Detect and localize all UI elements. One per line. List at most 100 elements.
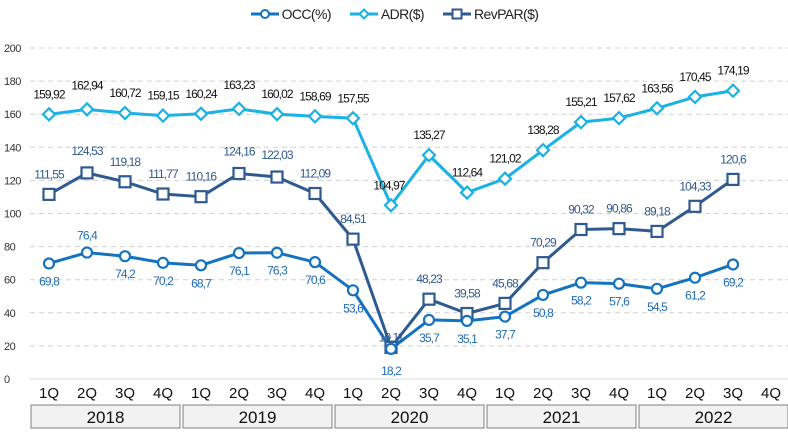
x-tick-label: 3Q bbox=[267, 385, 287, 402]
data-label-revpar: 39,58 bbox=[454, 286, 481, 300]
data-point-adr bbox=[383, 197, 399, 213]
data-label-revpar: 111,77 bbox=[148, 167, 179, 181]
data-label-occ: 69,8 bbox=[39, 274, 60, 288]
year-group-box bbox=[638, 404, 788, 429]
data-point-occ bbox=[308, 256, 322, 269]
y-tick-label: 100 bbox=[4, 209, 21, 221]
data-point-adr bbox=[459, 185, 475, 201]
data-label-revpar: 122,03 bbox=[261, 148, 294, 162]
data-point-adr bbox=[193, 106, 209, 122]
data-point-occ bbox=[42, 257, 56, 270]
data-label-revpar: 90,86 bbox=[606, 202, 633, 216]
legend-item-occ[interactable]: OCC(%) bbox=[250, 6, 332, 22]
legend-item-revpar[interactable]: RevPAR($) bbox=[442, 6, 539, 22]
data-label-revpar: 111,55 bbox=[34, 167, 65, 181]
data-label-adr: 159,92 bbox=[33, 87, 66, 101]
y-tick-label: 120 bbox=[4, 175, 21, 187]
legend-item-adr[interactable]: ADR($) bbox=[349, 6, 425, 22]
data-label-adr: 163,23 bbox=[223, 78, 256, 92]
data-point-adr bbox=[79, 101, 95, 117]
data-label-revpar: 120,6 bbox=[720, 152, 747, 166]
x-tick-label: 4Q bbox=[761, 385, 781, 402]
data-label-adr: 112,64 bbox=[452, 166, 484, 180]
data-point-occ bbox=[498, 310, 512, 323]
year-group-label: 2018 bbox=[87, 408, 125, 427]
y-tick-label: 0 bbox=[4, 374, 10, 386]
chart-legend: OCC(%) ADR($) RevPAR($) bbox=[0, 6, 788, 22]
data-label-adr: 159,15 bbox=[147, 89, 180, 103]
data-point-occ bbox=[650, 282, 664, 295]
data-point-occ bbox=[346, 284, 360, 297]
y-tick-label: 60 bbox=[4, 275, 16, 287]
x-tick-label: 2Q bbox=[229, 385, 249, 402]
data-point-adr bbox=[231, 101, 247, 117]
data-label-adr: 170,45 bbox=[679, 70, 712, 84]
data-point-revpar bbox=[80, 166, 94, 180]
data-point-occ bbox=[536, 288, 550, 302]
data-label-adr: 158,69 bbox=[299, 89, 332, 103]
year-group-label: 2021 bbox=[543, 408, 581, 427]
x-tick-label: 3Q bbox=[571, 385, 591, 402]
data-point-revpar bbox=[612, 222, 626, 236]
data-point-adr bbox=[41, 106, 57, 122]
data-label-adr: 163,56 bbox=[641, 81, 674, 95]
data-label-adr: 157,62 bbox=[603, 91, 636, 105]
data-label-occ: 61,2 bbox=[685, 289, 706, 303]
data-point-revpar bbox=[42, 187, 56, 201]
data-label-occ: 76,1 bbox=[229, 264, 250, 278]
x-tick-label: 2Q bbox=[77, 385, 97, 402]
data-point-adr bbox=[497, 171, 513, 187]
x-tick-label: 4Q bbox=[609, 385, 629, 402]
x-tick-label: 2Q bbox=[381, 385, 401, 402]
data-point-revpar bbox=[118, 175, 132, 189]
data-label-adr: 138,28 bbox=[527, 123, 560, 137]
x-tick-label: 1Q bbox=[343, 385, 363, 402]
data-label-revpar: 124,53 bbox=[71, 144, 104, 158]
x-tick-label: 1Q bbox=[39, 385, 59, 402]
data-point-occ bbox=[270, 246, 284, 259]
year-group-label: 2020 bbox=[391, 408, 429, 427]
data-point-occ bbox=[118, 250, 132, 263]
year-group-box bbox=[30, 404, 181, 429]
data-label-occ: 35,7 bbox=[419, 331, 440, 345]
data-label-adr: 174,19 bbox=[717, 64, 750, 78]
data-label-revpar: 84,51 bbox=[340, 212, 367, 226]
x-tick-label: 3Q bbox=[115, 385, 135, 402]
data-point-adr bbox=[269, 106, 285, 122]
data-label-revpar: 124,16 bbox=[223, 145, 256, 159]
x-tick-label: 2Q bbox=[533, 385, 553, 402]
data-point-revpar bbox=[650, 224, 664, 239]
data-label-revpar: 89,18 bbox=[644, 204, 671, 218]
circle-marker-icon bbox=[250, 9, 279, 19]
data-label-occ: 50,8 bbox=[533, 306, 554, 320]
data-point-revpar bbox=[232, 166, 246, 181]
data-point-occ bbox=[156, 256, 170, 269]
y-tick-label: 200 bbox=[4, 43, 21, 55]
data-label-adr: 160,72 bbox=[109, 86, 142, 100]
x-tick-label: 2Q bbox=[685, 385, 705, 402]
x-tick-label: 3Q bbox=[419, 385, 439, 402]
data-point-revpar bbox=[346, 232, 360, 246]
data-label-revpar: 90,32 bbox=[568, 203, 595, 217]
data-point-adr bbox=[649, 100, 665, 116]
data-point-revpar bbox=[498, 296, 512, 310]
data-label-adr: 135,27 bbox=[413, 128, 446, 142]
data-label-occ: 76,4 bbox=[77, 229, 98, 243]
x-tick-label: 3Q bbox=[723, 385, 743, 402]
data-point-occ bbox=[232, 246, 246, 260]
y-tick-label: 80 bbox=[4, 242, 16, 254]
data-point-adr bbox=[345, 110, 361, 126]
legend-label-adr: ADR($) bbox=[380, 6, 425, 22]
data-point-occ bbox=[612, 277, 626, 290]
y-tick-label: 160 bbox=[4, 109, 21, 121]
x-tick-label: 1Q bbox=[647, 385, 667, 402]
data-label-adr: 155,21 bbox=[565, 95, 598, 109]
data-point-occ bbox=[574, 276, 588, 289]
data-point-revpar bbox=[156, 187, 170, 201]
data-label-occ: 57,6 bbox=[609, 295, 630, 309]
data-label-revpar: 19,11 bbox=[379, 330, 405, 344]
data-label-occ: 76,3 bbox=[267, 264, 288, 278]
data-point-revpar bbox=[688, 199, 702, 213]
y-tick-label: 140 bbox=[4, 142, 21, 154]
data-label-occ: 68,7 bbox=[191, 276, 212, 290]
